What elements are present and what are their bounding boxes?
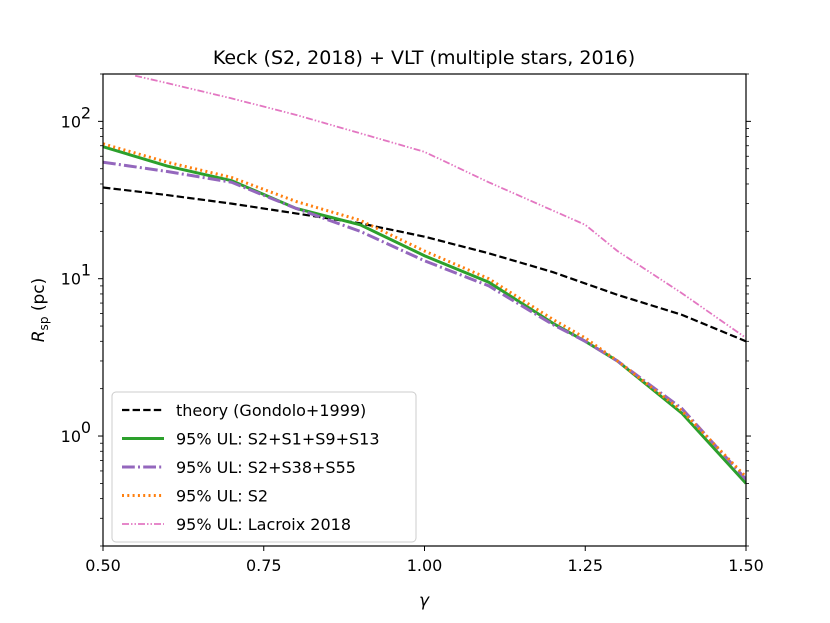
y-tick-label-base: 10 [61, 270, 81, 289]
legend-box [111, 391, 417, 543]
series-line-3 [103, 142, 746, 478]
series-group [103, 74, 746, 485]
y-axis-label-unit: (pc) [29, 278, 49, 317]
legend-label-3: 95% UL: S2 [176, 487, 268, 506]
legend-label-1: 95% UL: S2+S1+S9+S13 [176, 430, 380, 449]
y-axis-label-main: R [29, 330, 49, 342]
y-tick-label: 10 [61, 427, 81, 446]
y-axis-label-sub: sp [37, 317, 51, 331]
y-axis-label: Rsp (pc) [29, 278, 51, 343]
legend-label-2: 95% UL: S2+S38+S55 [176, 458, 356, 477]
series-line-1 [103, 145, 746, 485]
x-tick-label: 0.50 [85, 556, 121, 575]
x-tick-label: 1.25 [567, 556, 603, 575]
series-line-0 [103, 186, 746, 343]
legend-label-4: 95% UL: Lacroix 2018 [176, 515, 351, 534]
series-line-2 [103, 160, 746, 481]
x-axis-label: γ [419, 591, 430, 611]
series-line-4 [134, 74, 746, 339]
legend: theory (Gondolo+1999) 95% UL: S2+S1+S9+S1… [111, 391, 417, 543]
x-tick-label: 0.75 [246, 556, 282, 575]
y-tick-label: 10 [61, 270, 81, 289]
y-tick-label-exp: 1 [81, 261, 91, 280]
y-tick-label: 10 [61, 112, 81, 131]
y-tick-label-base: 10 [61, 427, 81, 446]
y-tick-label-base: 10 [61, 112, 81, 131]
y-tick-label-exp: 0 [81, 418, 91, 437]
x-tick-label: 1.00 [407, 556, 443, 575]
chart-title: Keck (S2, 2018) + VLT (multiple stars, 2… [213, 47, 635, 69]
y-tick-label-exp: 2 [81, 103, 91, 122]
x-tick-label: 1.50 [728, 556, 764, 575]
legend-label-0: theory (Gondolo+1999) [176, 401, 366, 420]
